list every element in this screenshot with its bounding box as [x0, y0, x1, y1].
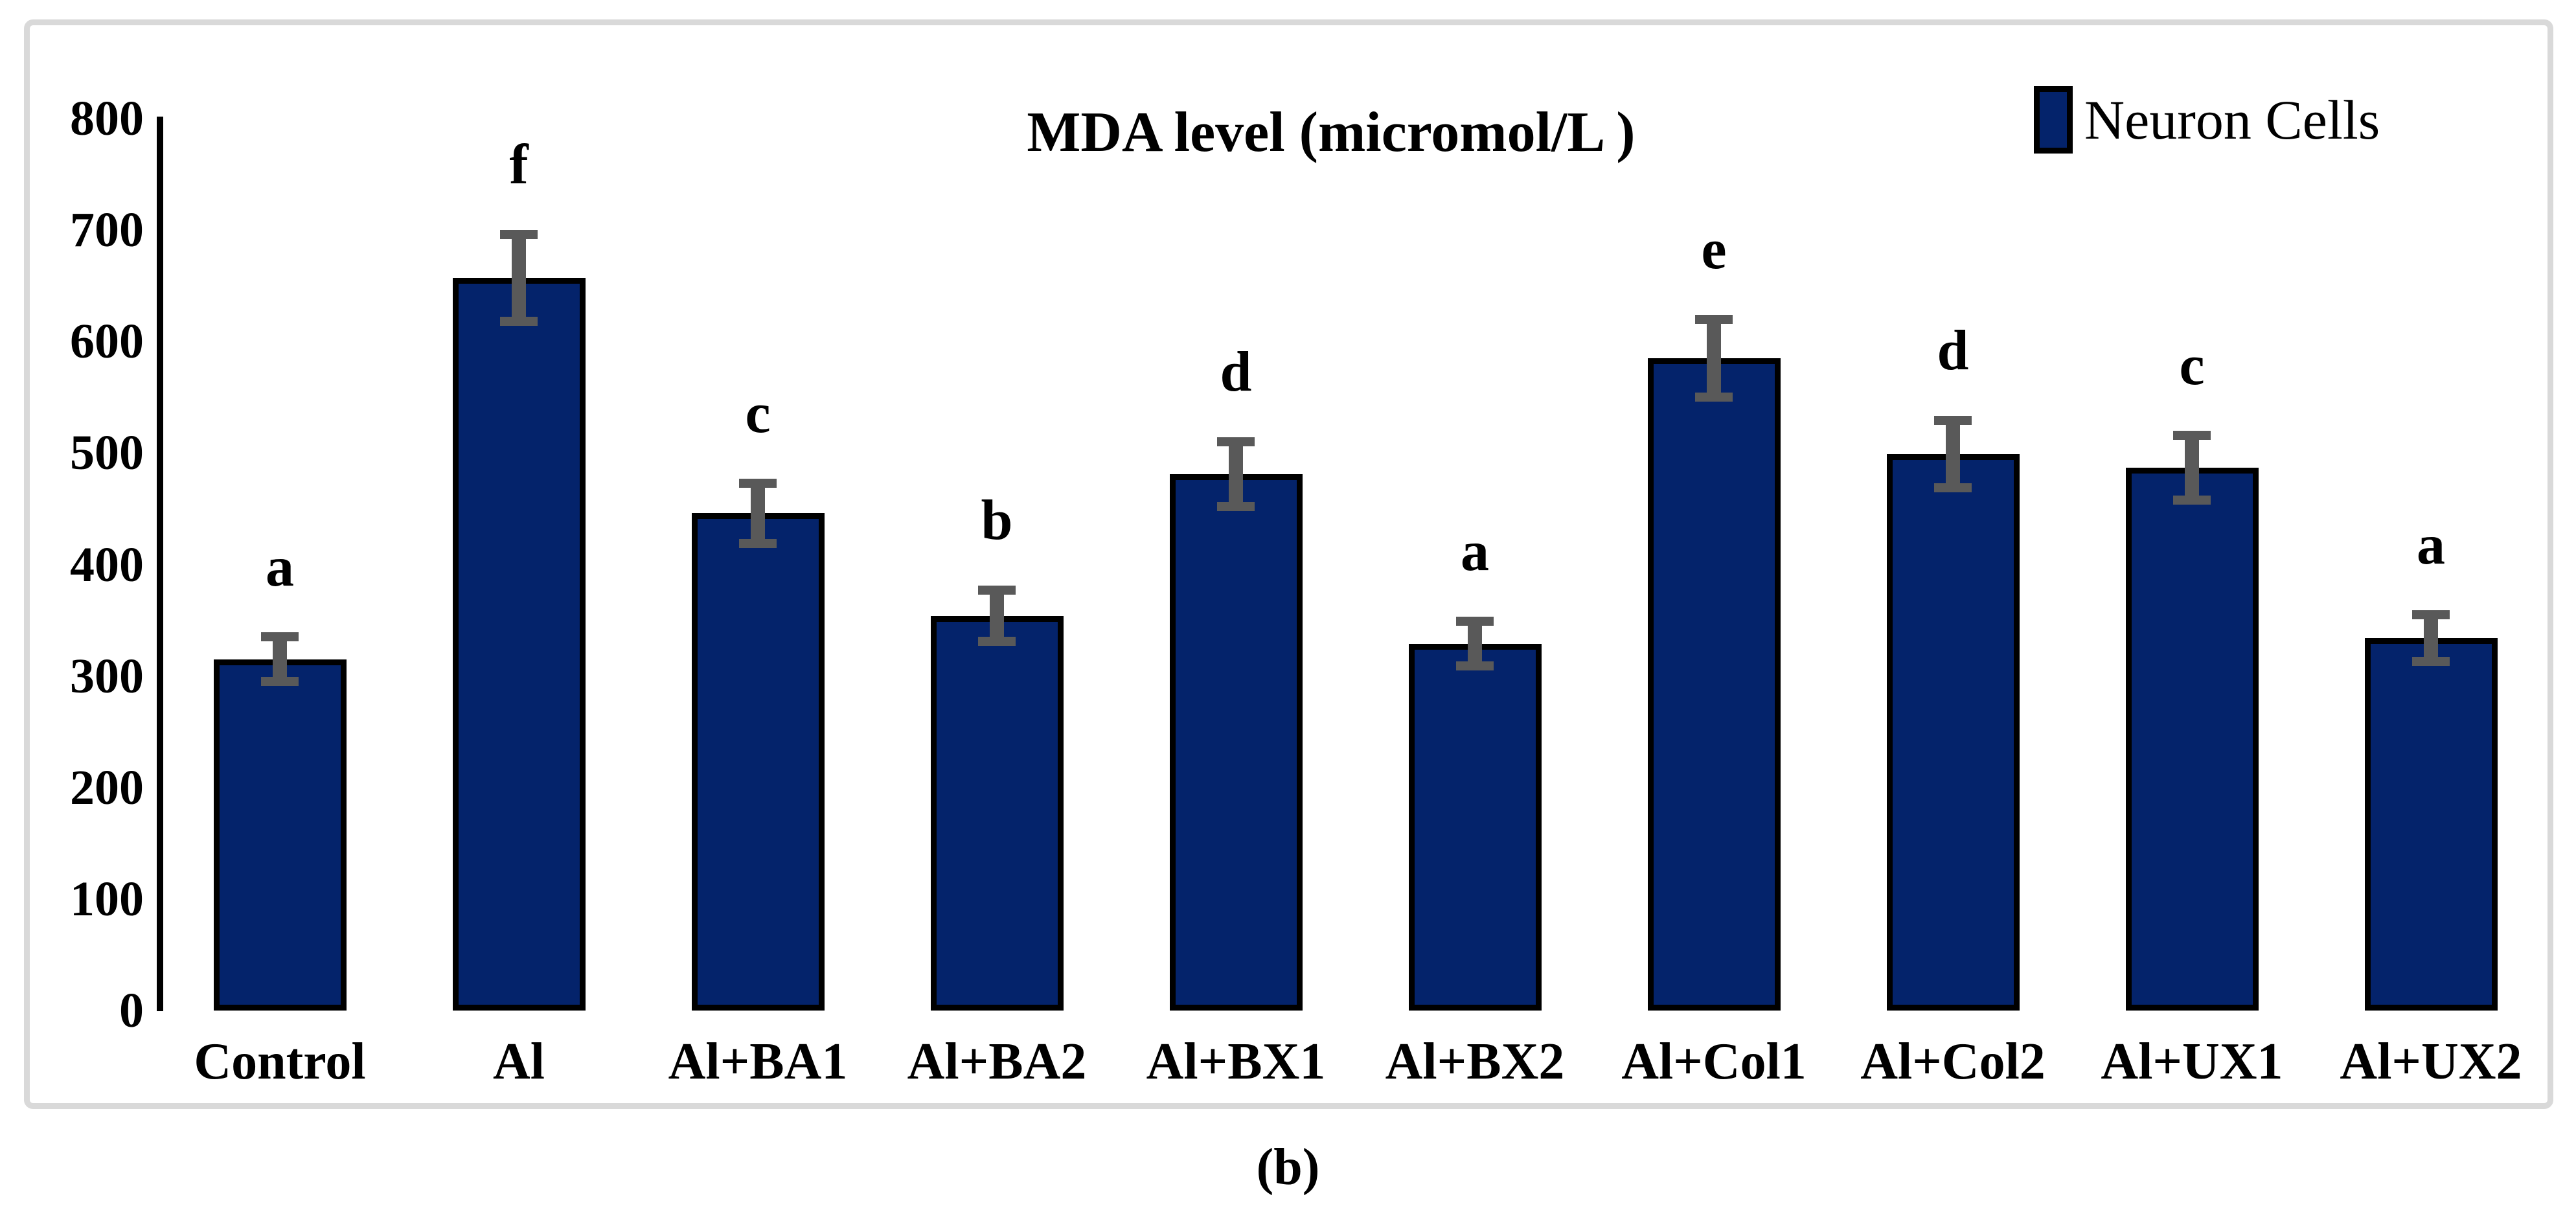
error-cap-bottom-al+ba2	[978, 637, 1016, 646]
bar-al+bx2	[1408, 643, 1542, 1011]
error-cap-bottom-al+ux1	[2173, 495, 2211, 505]
error-cap-top-al	[500, 230, 538, 239]
x-label-al+bx1: Al+BX1	[1146, 1033, 1326, 1090]
x-label-control: Control	[194, 1033, 366, 1090]
bar-al+ba2	[930, 615, 1064, 1011]
x-label-al+ba2: Al+BA2	[907, 1033, 1087, 1090]
bar-al	[452, 278, 586, 1011]
y-tick-800: 800	[70, 91, 144, 146]
error-cap-top-al+ux1	[2173, 430, 2211, 440]
error-bar-al+bx2	[1468, 621, 1482, 667]
significance-letter-al+ba2: b	[981, 489, 1013, 553]
x-label-al+ux2: Al+UX2	[2340, 1033, 2522, 1090]
bar-al+ba1	[691, 513, 825, 1011]
significance-letter-al+ux1: c	[2179, 334, 2205, 397]
error-cap-top-al+ba1	[739, 478, 777, 488]
significance-letter-al+bx1: d	[1220, 341, 1252, 404]
figure-caption: (b)	[1256, 1139, 1320, 1196]
error-cap-top-al+ux2	[2412, 610, 2450, 619]
significance-letter-al+col1: e	[1701, 218, 1727, 281]
y-tick-600: 600	[70, 314, 144, 369]
error-bar-al+col1	[1707, 319, 1721, 398]
bar-al+ux1	[2125, 467, 2259, 1011]
error-cap-bottom-al+ba1	[739, 538, 777, 548]
error-cap-bottom-al+bx1	[1217, 501, 1255, 511]
x-label-al+col2: Al+Col2	[1860, 1033, 2046, 1090]
error-bar-al+ba1	[751, 483, 765, 543]
error-bar-al+ux2	[2424, 614, 2438, 662]
error-bar-al	[512, 234, 526, 322]
y-tick-0: 0	[119, 983, 144, 1038]
legend-marker-neuron-cells	[2034, 86, 2073, 154]
error-cap-bottom-al+bx2	[1456, 661, 1494, 671]
y-tick-700: 700	[70, 203, 144, 258]
legend-label-neuron-cells: Neuron Cells	[2084, 89, 2380, 151]
significance-letter-control: a	[266, 536, 294, 599]
chart-title: MDA level (micromol/L )	[1027, 101, 1636, 164]
x-label-al: Al	[493, 1033, 545, 1090]
error-cap-top-al+bx1	[1217, 437, 1255, 447]
x-label-al+ba1: Al+BA1	[668, 1033, 848, 1090]
x-label-al+ux1: Al+UX1	[2101, 1033, 2283, 1090]
significance-letter-al+ba1: c	[745, 382, 771, 445]
error-cap-top-al+ba2	[978, 586, 1016, 595]
error-cap-bottom-al+col2	[1934, 483, 1972, 492]
error-cap-bottom-al	[500, 317, 538, 326]
error-bar-al+ux1	[2185, 435, 2199, 500]
y-tick-300: 300	[70, 648, 144, 703]
bar-al+col1	[1647, 358, 1781, 1011]
error-cap-top-al+col1	[1695, 314, 1733, 324]
significance-letter-al+bx2: a	[1461, 520, 1489, 584]
error-bar-al+col2	[1946, 420, 1960, 488]
significance-letter-al+col2: d	[1937, 319, 1969, 383]
error-cap-bottom-al+col1	[1695, 393, 1733, 402]
bar-control	[213, 659, 347, 1011]
error-cap-bottom-al+ux2	[2412, 657, 2450, 667]
error-bar-control	[273, 637, 287, 682]
bar-al+bx1	[1169, 474, 1303, 1011]
error-bar-al+bx1	[1229, 442, 1243, 507]
error-cap-top-al+col2	[1934, 416, 1972, 426]
significance-letter-al+ux2: a	[2417, 513, 2445, 577]
error-bar-al+ba2	[990, 590, 1004, 642]
y-tick-500: 500	[70, 426, 144, 481]
x-label-al+col1: Al+Col1	[1621, 1033, 1807, 1090]
y-axis-line	[157, 117, 163, 1011]
error-cap-top-control	[261, 632, 299, 642]
bar-al+col2	[1886, 454, 2020, 1011]
legend: Neuron Cells	[2034, 71, 2380, 168]
y-tick-200: 200	[70, 760, 144, 815]
x-label-al+bx2: Al+BX2	[1385, 1033, 1565, 1090]
bar-al+ux2	[2364, 638, 2498, 1011]
y-tick-100: 100	[70, 871, 144, 926]
significance-letter-al: f	[509, 133, 529, 196]
error-cap-bottom-control	[261, 677, 299, 687]
y-tick-400: 400	[70, 537, 144, 592]
error-cap-top-al+bx2	[1456, 617, 1494, 626]
